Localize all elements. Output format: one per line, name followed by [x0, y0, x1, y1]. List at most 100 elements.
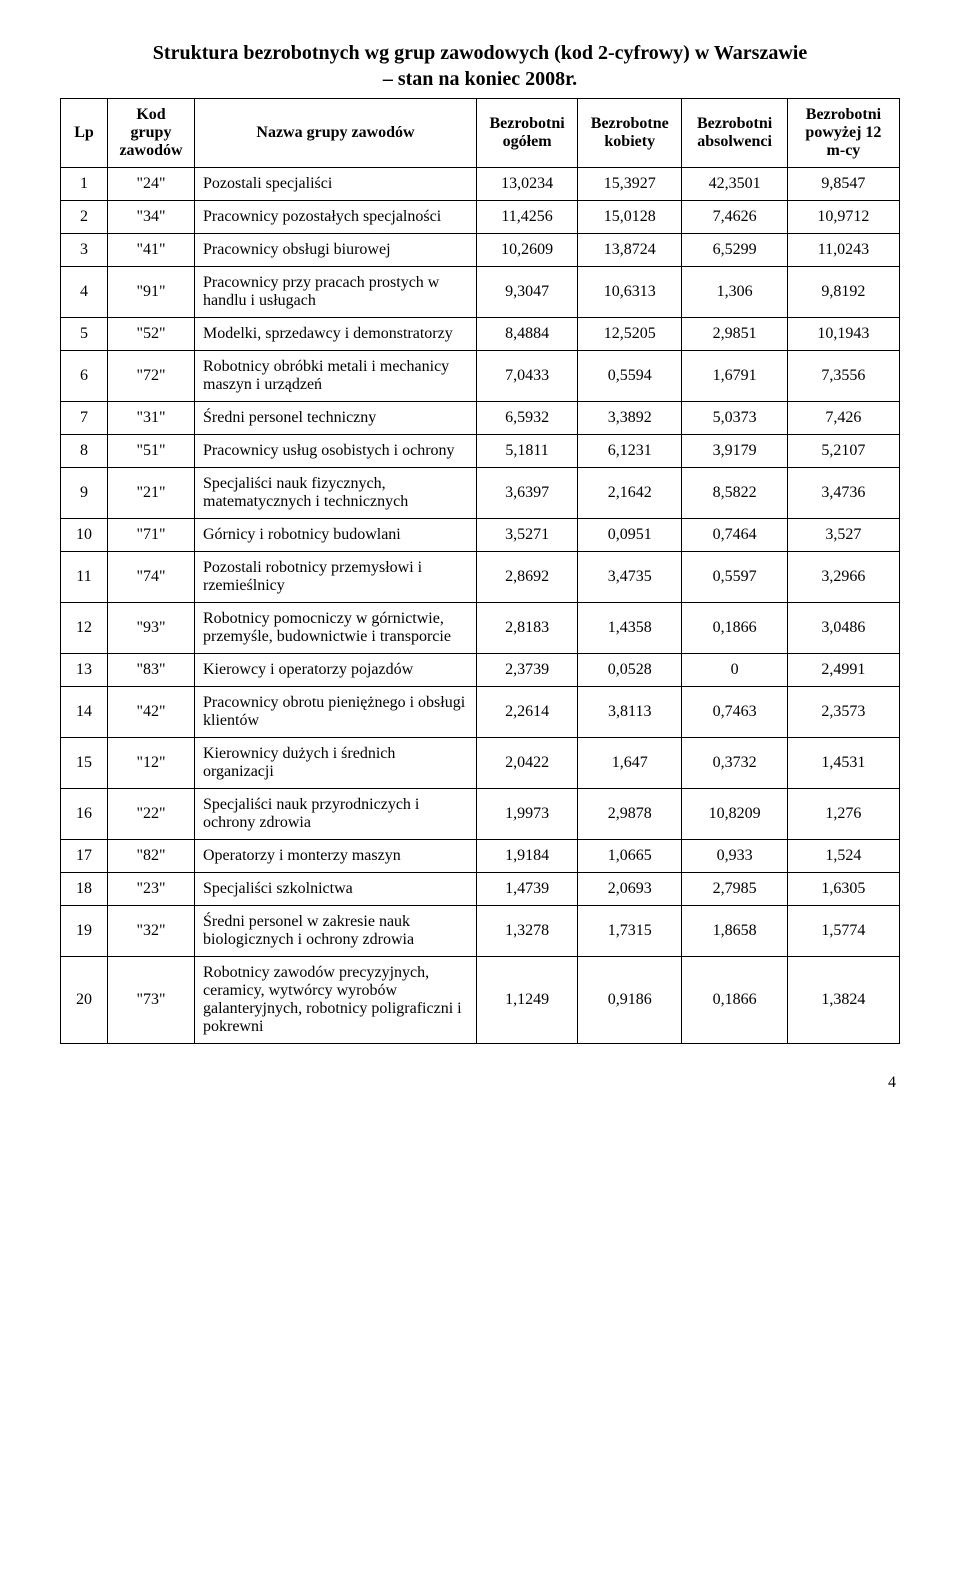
cell-value: 10,1943 [787, 318, 899, 351]
cell-value: 0,1866 [682, 603, 788, 654]
table-row: 12"93"Robotnicy pomocniczy w górnictwie,… [61, 603, 900, 654]
table-row: 6"72"Robotnicy obróbki metali i mechanic… [61, 351, 900, 402]
cell-nazwa: Kierownicy dużych i średnich organizacji [195, 738, 477, 789]
cell-value: 0,3732 [682, 738, 788, 789]
col-lp: Lp [61, 99, 108, 168]
cell-value: 0,9186 [578, 957, 682, 1044]
cell-kod: "71" [108, 519, 195, 552]
cell-value: 3,4736 [787, 468, 899, 519]
cell-lp: 10 [61, 519, 108, 552]
cell-kod: "83" [108, 654, 195, 687]
cell-nazwa: Średni personel w zakresie nauk biologic… [195, 906, 477, 957]
cell-kod: "52" [108, 318, 195, 351]
cell-kod: "34" [108, 201, 195, 234]
cell-value: 7,3556 [787, 351, 899, 402]
cell-kod: "42" [108, 687, 195, 738]
cell-value: 2,4991 [787, 654, 899, 687]
cell-value: 0,5594 [578, 351, 682, 402]
cell-value: 2,8692 [477, 552, 578, 603]
cell-lp: 17 [61, 840, 108, 873]
cell-lp: 15 [61, 738, 108, 789]
col-kod: Kod grupy zawodów [108, 99, 195, 168]
cell-nazwa: Pracownicy obrotu pieniężnego i obsługi … [195, 687, 477, 738]
cell-value: 1,9184 [477, 840, 578, 873]
cell-value: 5,0373 [682, 402, 788, 435]
cell-value: 0,0528 [578, 654, 682, 687]
page-number: 4 [60, 1074, 900, 1092]
cell-value: 2,2614 [477, 687, 578, 738]
cell-value: 3,3892 [578, 402, 682, 435]
table-row: 1"24"Pozostali specjaliści13,023415,3927… [61, 168, 900, 201]
cell-value: 2,9878 [578, 789, 682, 840]
cell-lp: 19 [61, 906, 108, 957]
table-row: 4"91"Pracownicy przy pracach prostych w … [61, 267, 900, 318]
table-row: 3"41"Pracownicy obsługi biurowej10,26091… [61, 234, 900, 267]
cell-kod: "73" [108, 957, 195, 1044]
cell-value: 13,0234 [477, 168, 578, 201]
cell-value: 2,8183 [477, 603, 578, 654]
cell-lp: 18 [61, 873, 108, 906]
table-row: 17"82"Operatorzy i monterzy maszyn1,9184… [61, 840, 900, 873]
cell-nazwa: Robotnicy pomocniczy w górnictwie, przem… [195, 603, 477, 654]
table-row: 8"51"Pracownicy usług osobistych i ochro… [61, 435, 900, 468]
cell-kod: "23" [108, 873, 195, 906]
cell-value: 6,1231 [578, 435, 682, 468]
cell-value: 1,306 [682, 267, 788, 318]
data-table: Lp Kod grupy zawodów Nazwa grupy zawodów… [60, 98, 900, 1044]
cell-value: 1,5774 [787, 906, 899, 957]
cell-value: 1,8658 [682, 906, 788, 957]
cell-lp: 7 [61, 402, 108, 435]
cell-value: 10,8209 [682, 789, 788, 840]
cell-value: 3,2966 [787, 552, 899, 603]
cell-value: 11,4256 [477, 201, 578, 234]
cell-value: 0 [682, 654, 788, 687]
cell-lp: 12 [61, 603, 108, 654]
cell-value: 5,1811 [477, 435, 578, 468]
cell-value: 3,4735 [578, 552, 682, 603]
cell-value: 8,5822 [682, 468, 788, 519]
table-row: 19"32"Średni personel w zakresie nauk bi… [61, 906, 900, 957]
cell-kod: "41" [108, 234, 195, 267]
cell-nazwa: Modelki, sprzedawcy i demonstratorzy [195, 318, 477, 351]
cell-value: 2,3573 [787, 687, 899, 738]
cell-lp: 14 [61, 687, 108, 738]
cell-value: 12,5205 [578, 318, 682, 351]
cell-kod: "82" [108, 840, 195, 873]
cell-nazwa: Operatorzy i monterzy maszyn [195, 840, 477, 873]
cell-value: 10,2609 [477, 234, 578, 267]
cell-value: 11,0243 [787, 234, 899, 267]
cell-lp: 8 [61, 435, 108, 468]
cell-value: 1,9973 [477, 789, 578, 840]
cell-value: 6,5932 [477, 402, 578, 435]
table-row: 13"83"Kierowcy i operatorzy pojazdów2,37… [61, 654, 900, 687]
cell-value: 1,3824 [787, 957, 899, 1044]
cell-nazwa: Pozostali specjaliści [195, 168, 477, 201]
cell-value: 0,0951 [578, 519, 682, 552]
page-title: Struktura bezrobotnych wg grup zawodowyc… [60, 40, 900, 92]
cell-kod: "74" [108, 552, 195, 603]
cell-value: 1,7315 [578, 906, 682, 957]
cell-lp: 9 [61, 468, 108, 519]
cell-value: 1,4531 [787, 738, 899, 789]
cell-value: 3,527 [787, 519, 899, 552]
col-absolwenci: Bezrobotni absolwenci [682, 99, 788, 168]
cell-value: 7,0433 [477, 351, 578, 402]
cell-kod: "12" [108, 738, 195, 789]
cell-nazwa: Specjaliści nauk fizycznych, matematyczn… [195, 468, 477, 519]
cell-value: 1,6791 [682, 351, 788, 402]
cell-value: 0,1866 [682, 957, 788, 1044]
cell-nazwa: Robotnicy zawodów precyzyjnych, ceramicy… [195, 957, 477, 1044]
cell-value: 1,276 [787, 789, 899, 840]
title-line-1: Struktura bezrobotnych wg grup zawodowyc… [153, 42, 807, 64]
cell-value: 0,933 [682, 840, 788, 873]
cell-kod: "72" [108, 351, 195, 402]
cell-nazwa: Pracownicy usług osobistych i ochrony [195, 435, 477, 468]
table-row: 2"34"Pracownicy pozostałych specjalności… [61, 201, 900, 234]
table-row: 15"12"Kierownicy dużych i średnich organ… [61, 738, 900, 789]
cell-value: 1,6305 [787, 873, 899, 906]
table-row: 18"23"Specjaliści szkolnictwa1,47392,069… [61, 873, 900, 906]
cell-nazwa: Górnicy i robotnicy budowlani [195, 519, 477, 552]
title-line-2: – stan na koniec 2008r. [383, 68, 577, 90]
col-ogolem: Bezrobotni ogółem [477, 99, 578, 168]
cell-kod: "21" [108, 468, 195, 519]
